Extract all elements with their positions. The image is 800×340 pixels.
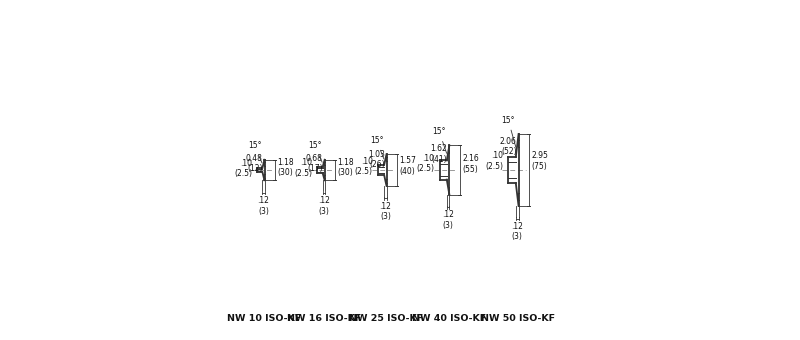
Text: .12
(3): .12 (3) xyxy=(318,196,330,216)
Text: 2.06
(52): 2.06 (52) xyxy=(500,137,517,156)
Text: NW 40 ISO-KF: NW 40 ISO-KF xyxy=(412,314,486,323)
Text: 1.57
(40): 1.57 (40) xyxy=(399,156,416,176)
Text: NW 10 ISO-KF: NW 10 ISO-KF xyxy=(227,314,301,323)
Text: 15°: 15° xyxy=(502,116,516,147)
Text: 15°: 15° xyxy=(248,141,262,163)
Text: NW 16 ISO-KF: NW 16 ISO-KF xyxy=(287,314,362,323)
Text: NW 25 ISO-KF: NW 25 ISO-KF xyxy=(349,314,423,323)
Text: .12
(3): .12 (3) xyxy=(258,196,270,216)
Text: 1.18
(30): 1.18 (30) xyxy=(278,158,294,177)
Text: 15°: 15° xyxy=(433,127,446,153)
Text: 2.95
(75): 2.95 (75) xyxy=(531,151,548,171)
Text: .12
(3): .12 (3) xyxy=(442,210,454,230)
Text: .10
(2.5): .10 (2.5) xyxy=(355,156,373,176)
Text: .12
(3): .12 (3) xyxy=(511,222,523,241)
Text: 15°: 15° xyxy=(308,141,322,162)
Text: 2.16
(55): 2.16 (55) xyxy=(462,154,479,173)
Text: 1.03
(26): 1.03 (26) xyxy=(368,150,385,169)
Text: 0.48
(12): 0.48 (12) xyxy=(246,154,262,173)
Text: NW 50 ISO-KF: NW 50 ISO-KF xyxy=(481,314,555,323)
Text: .10
(2.5): .10 (2.5) xyxy=(294,158,312,177)
Text: .10
(2.5): .10 (2.5) xyxy=(417,154,434,173)
Text: 1.62
(41): 1.62 (41) xyxy=(430,144,447,164)
Text: 15°: 15° xyxy=(370,136,384,159)
Text: .10
(2.5): .10 (2.5) xyxy=(485,151,503,171)
Text: 1.18
(30): 1.18 (30) xyxy=(338,158,354,177)
Text: 0.68
(17): 0.68 (17) xyxy=(306,154,323,173)
Text: .12
(3): .12 (3) xyxy=(379,202,391,221)
Text: .10
(2.5): .10 (2.5) xyxy=(234,159,252,178)
